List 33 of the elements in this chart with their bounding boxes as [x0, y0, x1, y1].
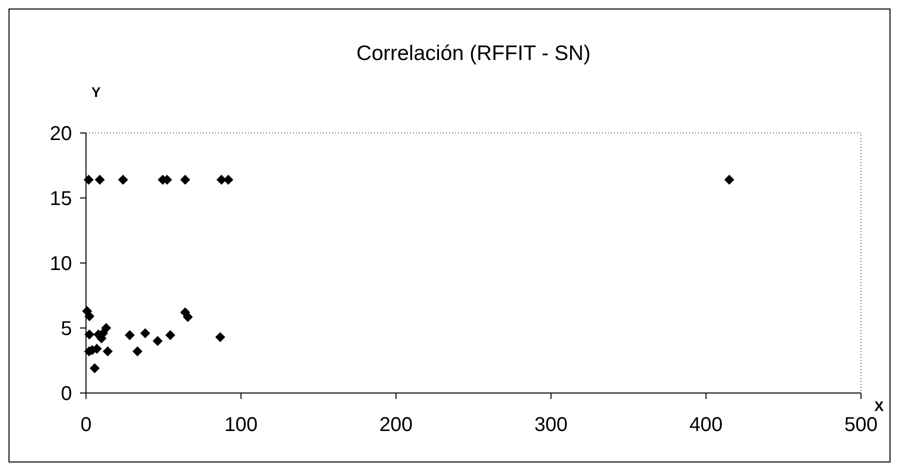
point [180, 174, 190, 185]
point [215, 332, 226, 342]
point [152, 336, 163, 346]
x-tick-label: 300 [534, 414, 568, 436]
x-tick-label: 200 [379, 414, 413, 436]
y-tick-label: 15 [50, 188, 72, 210]
point [101, 323, 112, 333]
point [140, 328, 150, 338]
x-tick-label: 400 [689, 414, 723, 436]
y-tick-label: 10 [50, 253, 72, 275]
point [102, 346, 113, 356]
chart-title: Correlación (RFFIT - SN) [356, 42, 591, 65]
x-tick-label: 0 [80, 414, 92, 436]
y-tick-label: 0 [60, 383, 72, 405]
y-tick-label: 20 [50, 123, 72, 145]
point [724, 174, 734, 185]
point [90, 363, 100, 374]
point [182, 312, 193, 322]
x-tick-label: 500 [844, 414, 878, 436]
point [132, 346, 142, 356]
point [118, 174, 128, 185]
point [124, 330, 135, 340]
point [94, 174, 105, 185]
point [84, 174, 94, 185]
point [165, 330, 176, 340]
y-tick-label: 5 [60, 318, 72, 340]
x-tick-label: 100 [224, 414, 258, 436]
point [84, 330, 94, 340]
x-axis-title: X [874, 398, 884, 414]
point [84, 311, 94, 322]
point [223, 174, 234, 185]
point [216, 174, 226, 185]
y-axis-title: Y [91, 84, 102, 100]
